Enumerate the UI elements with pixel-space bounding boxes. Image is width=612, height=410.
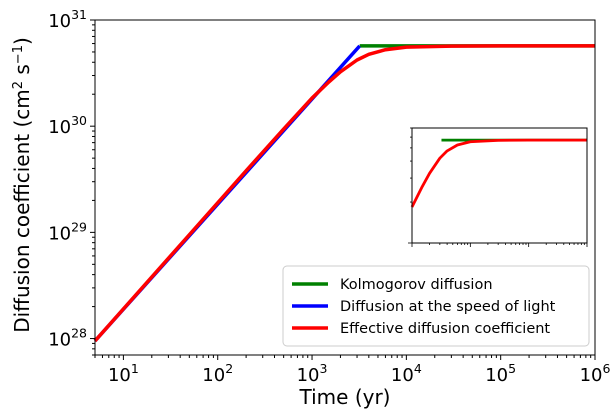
- y-tick-label: 1029: [48, 219, 87, 244]
- series-line-effective-diffusion-coefficient: [93, 44, 595, 343]
- y-axis-label-sup1: 2: [11, 81, 26, 89]
- inset-background: [412, 128, 587, 243]
- y-tick-label: 1030: [48, 113, 87, 138]
- x-tick-label: 104: [391, 361, 422, 386]
- y-tick-label: 1028: [48, 326, 87, 351]
- x-tick-label: 103: [297, 361, 328, 386]
- y-axis-label-mid: s: [10, 64, 34, 81]
- x-tick-label: 101: [108, 361, 139, 386]
- inset-series-line-effective-diffusion-coefficient: [410, 138, 587, 208]
- y-axis-label-sup2: −1: [11, 45, 26, 64]
- plot-frame: [94, 19, 596, 356]
- legend-label-diffusion-at-the-speed-of-light: Diffusion at the speed of light: [340, 299, 556, 315]
- y-axis-label-main: Diffusion coefficient (cm: [10, 89, 34, 333]
- x-tick-label: 106: [580, 361, 611, 386]
- x-tick-label: 102: [202, 361, 233, 386]
- legend-label-effective-diffusion-coefficient: Effective diffusion coefficient: [340, 321, 550, 337]
- inset-plot-area: [408, 127, 588, 247]
- y-axis-label-end: ): [10, 37, 34, 45]
- legend-label-kolmogorov-diffusion: Kolmogorov diffusion: [340, 277, 493, 293]
- x-axis-label: Time (yr): [299, 385, 391, 409]
- y-tick-label: 1031: [48, 7, 87, 32]
- y-axis-label: Diffusion coefficient (cm2 s−1): [10, 37, 34, 333]
- legend: Kolmogorov diffusion Diffusion at the spe…: [282, 265, 590, 347]
- legend-box: [282, 265, 590, 347]
- main-plot-area: 101 102 103 104 105 106 1028 1029 1030 1031: [48, 7, 610, 386]
- inset-frame: [411, 127, 588, 244]
- x-tick-label: 105: [485, 361, 516, 386]
